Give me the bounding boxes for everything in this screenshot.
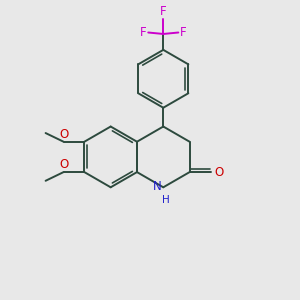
Text: F: F (180, 26, 187, 39)
Text: H: H (162, 194, 170, 205)
Text: F: F (160, 5, 166, 18)
Text: F: F (140, 26, 146, 39)
Text: O: O (59, 158, 69, 171)
Text: N: N (153, 180, 162, 193)
Text: O: O (59, 128, 69, 141)
Text: O: O (215, 166, 224, 178)
